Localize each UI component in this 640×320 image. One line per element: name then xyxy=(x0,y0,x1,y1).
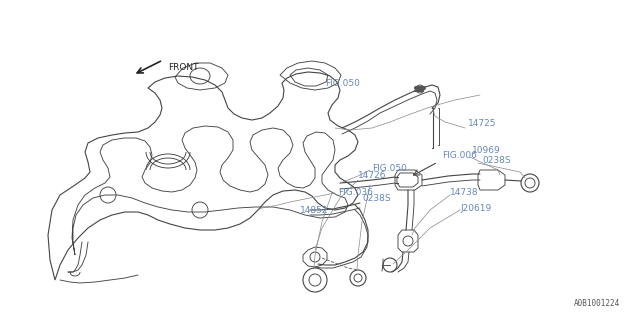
Text: 14852: 14852 xyxy=(300,205,328,214)
Text: 0238S: 0238S xyxy=(362,194,390,203)
Text: FIG.036: FIG.036 xyxy=(338,188,373,196)
Text: 0238S: 0238S xyxy=(482,156,511,164)
Text: J20619: J20619 xyxy=(460,204,492,212)
Text: 14738: 14738 xyxy=(450,188,479,196)
Text: FIG.050: FIG.050 xyxy=(325,78,360,87)
Text: FIG.050: FIG.050 xyxy=(372,164,407,172)
Text: FRONT: FRONT xyxy=(168,62,198,71)
Text: 14726: 14726 xyxy=(358,171,387,180)
Text: A0B1001224: A0B1001224 xyxy=(573,299,620,308)
Text: FIG.006: FIG.006 xyxy=(442,150,477,159)
Text: 10969: 10969 xyxy=(472,146,500,155)
Text: 14725: 14725 xyxy=(468,118,497,127)
